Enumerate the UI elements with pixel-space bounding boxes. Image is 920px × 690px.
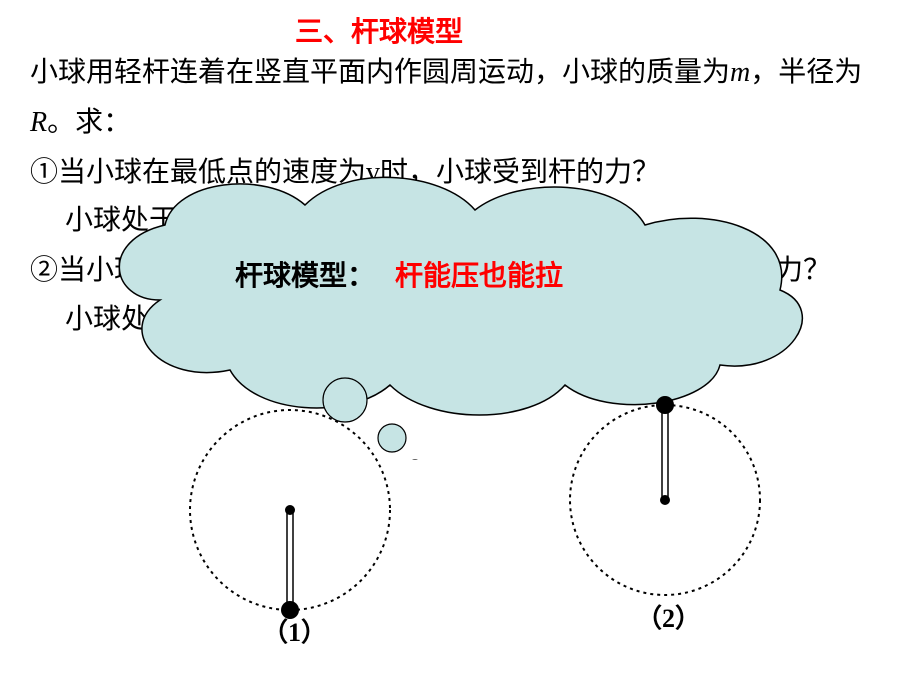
mass-var: m bbox=[730, 57, 750, 88]
diagram-2 bbox=[545, 385, 785, 625]
page-title: 三、杆球模型 bbox=[295, 10, 463, 50]
intro-text-2: ，半径为 bbox=[750, 57, 862, 88]
figure-2-label: （2） bbox=[636, 598, 701, 635]
radius-var: R bbox=[30, 107, 47, 138]
cloud-text: 杆球模型： 杆能压也能拉 bbox=[235, 254, 563, 294]
cloud-red-text: 杆能压也能拉 bbox=[395, 261, 563, 292]
intro-text-1: 小球用轻杆连着在竖直平面内作圆周运动，小球的质量为 bbox=[30, 57, 730, 88]
intro-paragraph: 小球用轻杆连着在竖直平面内作圆周运动，小球的质量为m，半径为 R。求： bbox=[30, 48, 890, 148]
intro-text-3: 。求： bbox=[47, 107, 131, 138]
figure-1-label: （1） bbox=[262, 612, 327, 649]
cloud-label: 杆球模型： bbox=[235, 261, 375, 292]
